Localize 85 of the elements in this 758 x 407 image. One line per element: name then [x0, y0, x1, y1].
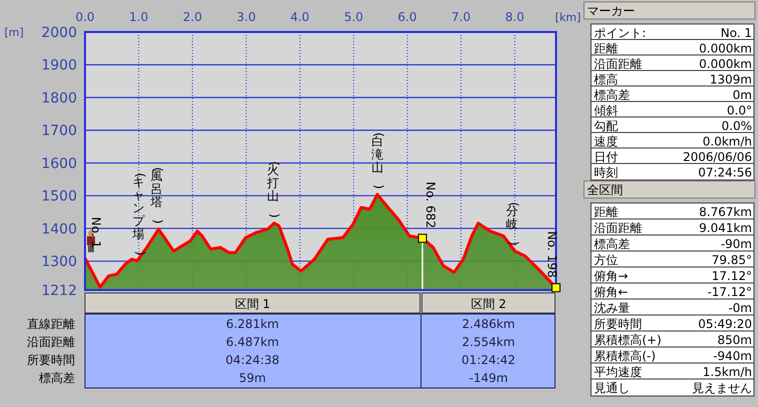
text: 01:24:42 — [462, 353, 516, 367]
text: 850m — [717, 333, 752, 347]
text: 2.486km — [462, 317, 515, 331]
text: 0.0km/h — [702, 134, 752, 148]
annotation: (風呂塔) — [150, 167, 166, 224]
category-label: 直線距離 — [27, 317, 75, 331]
text: 全区間 — [587, 183, 623, 197]
text: 0m — [732, 88, 752, 102]
text: -0m — [728, 301, 752, 315]
x-axis-title: [km] — [555, 11, 581, 24]
y-tick-label: 1500 — [41, 188, 77, 205]
text: -17.12° — [707, 285, 752, 299]
text: -149m — [469, 371, 508, 385]
y-tick-label: 1700 — [41, 123, 77, 140]
category-label: 沿面距離 — [27, 335, 75, 349]
text: 6.487km — [226, 335, 279, 349]
y-tick-label: 1800 — [41, 90, 77, 106]
text: 0.0% — [722, 119, 752, 133]
category-label: 区間 2 — [470, 297, 506, 311]
text: 1309m — [710, 72, 752, 86]
text: 6.281km — [226, 317, 279, 331]
category-label: 傾斜 — [594, 104, 618, 118]
annotation: (白滝山) — [371, 132, 386, 190]
category-label: 距離 — [594, 205, 618, 219]
category-label: 勾配 — [594, 119, 618, 133]
text: 05:49:20 — [698, 317, 752, 331]
category-label: 標高 — [594, 72, 618, 86]
category-label: 所要時間 — [27, 353, 75, 367]
category-label: 沿面距離 — [594, 57, 642, 71]
category-label: ポイント: — [594, 26, 646, 40]
category-label: 累積標高(-) — [594, 349, 656, 363]
annotation: No. 682 — [423, 182, 438, 228]
text: マーカー — [587, 4, 635, 18]
category-label: 標高差 — [594, 88, 630, 102]
text: 0.0° — [726, 104, 752, 118]
x-tick-label: 1.0 — [129, 10, 148, 24]
x-tick-label: 5.0 — [344, 10, 364, 24]
category-label: 方位 — [594, 253, 618, 267]
text: 見えません — [692, 381, 752, 395]
text: 59m — [239, 371, 266, 385]
text: 07:24:56 — [698, 166, 752, 180]
category-label: 累積標高(+) — [594, 333, 662, 347]
text: -940m — [713, 349, 752, 363]
x-tick-label: 3.0 — [236, 10, 256, 24]
y-tick-label: 1212 — [41, 283, 77, 299]
text: 17.12° — [712, 269, 752, 283]
x-tick-label: 7.0 — [452, 10, 471, 24]
y-tick-label: 1400 — [41, 221, 77, 238]
category-label: 距離 — [594, 42, 618, 56]
y-tick-label: 1600 — [41, 156, 77, 172]
y-tick-label: 2000 — [41, 25, 77, 41]
x-tick-label: 8.0 — [505, 10, 524, 24]
text: 04:24:38 — [226, 353, 280, 367]
y-tick-label: 1300 — [41, 254, 77, 270]
category-label: 時刻 — [594, 166, 618, 180]
category-label: 沿面距離 — [594, 221, 642, 235]
x-tick-label: 0.0 — [75, 10, 95, 24]
text: 2.554km — [462, 335, 515, 349]
category-label: 沈み量 — [594, 301, 630, 315]
text: 2006/06/06 — [682, 150, 752, 164]
category-label: 俯角→ — [594, 269, 628, 283]
text: 8.767km — [699, 205, 752, 219]
text: 1.5km/h — [702, 365, 752, 379]
category-label: 標高差 — [594, 237, 630, 251]
category-label: 標高差 — [39, 371, 75, 385]
category-label: 区間 1 — [234, 297, 270, 311]
category-label: 速度 — [594, 134, 618, 148]
category-label: 俯角← — [594, 285, 628, 299]
x-tick-label: 4.0 — [290, 10, 310, 24]
text: 9.041km — [699, 221, 752, 235]
category-label: 日付 — [594, 150, 618, 164]
text: 79.85° — [712, 253, 752, 267]
text: No. 1 — [720, 26, 752, 40]
category-label: 平均速度 — [594, 365, 642, 379]
annotation: No. 198 — [545, 231, 559, 278]
annotation: No. 1 — [89, 216, 103, 248]
y-tick-label: 1900 — [41, 58, 77, 74]
category-label: 所要時間 — [594, 317, 642, 331]
x-tick-label: 6.0 — [398, 10, 417, 24]
text: -90m — [720, 237, 752, 251]
text: 0.000km — [699, 42, 752, 56]
category-label: 見通し — [594, 381, 630, 395]
y-axis-title: [m] — [4, 26, 24, 39]
x-tick-label: 2.0 — [182, 10, 202, 24]
text: 0.000km — [699, 57, 752, 71]
